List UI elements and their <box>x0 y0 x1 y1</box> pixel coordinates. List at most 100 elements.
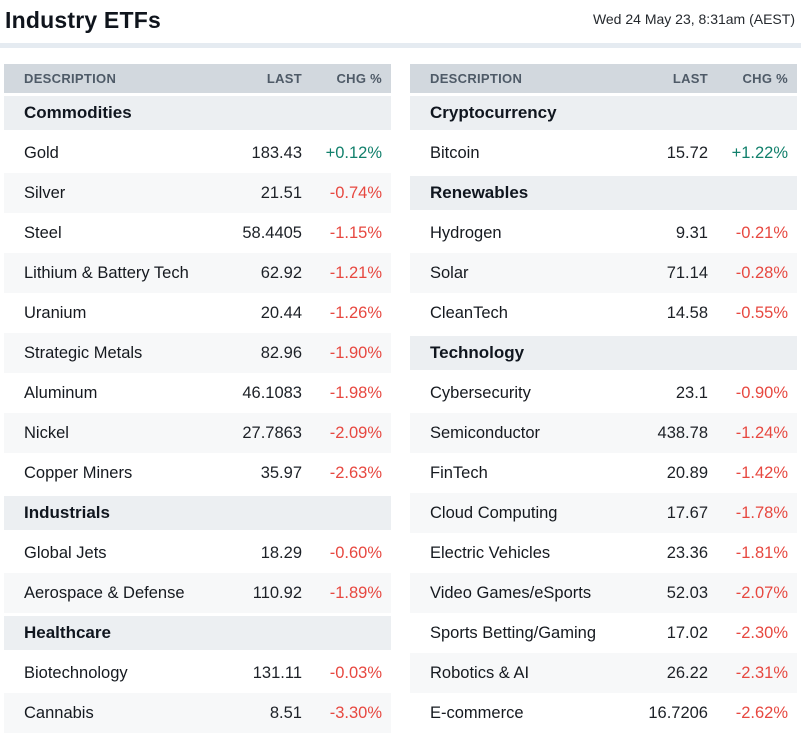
etf-chg: -1.24% <box>735 423 788 442</box>
etf-chg: -2.62% <box>735 703 788 722</box>
etf-row[interactable]: Global Jets 18.29 -0.60% <box>4 533 391 573</box>
etf-chg: -0.90% <box>735 383 788 402</box>
section-header-renewables: Renewables <box>410 173 797 213</box>
section-header-industrials: Industrials <box>4 493 391 533</box>
etf-chg: -2.07% <box>735 583 788 602</box>
etf-row[interactable]: Video Games/eSports 52.03 -2.07% <box>410 573 797 613</box>
section-header-technology: Technology <box>410 333 797 373</box>
etf-row[interactable]: Hydrogen 9.31 -0.21% <box>410 213 797 253</box>
etf-row[interactable]: Bitcoin 15.72 +1.22% <box>410 133 797 173</box>
etf-chg: -1.15% <box>329 223 382 242</box>
etf-row[interactable]: Steel 58.4405 -1.15% <box>4 213 391 253</box>
etf-description: Global Jets <box>24 543 107 562</box>
etf-description: Biotechnology <box>24 663 128 682</box>
etf-table-right: DESCRIPTION LAST CHG % Cryptocurrency Bit… <box>410 64 797 733</box>
etf-chg: -0.28% <box>735 263 788 282</box>
column-header-last: LAST <box>672 71 708 86</box>
etf-description: Uranium <box>24 303 87 322</box>
section-header-cryptocurrency: Cryptocurrency <box>410 93 797 133</box>
section-header-healthcare: Healthcare <box>4 613 391 653</box>
etf-description: Silver <box>24 183 66 202</box>
etf-last: 46.1083 <box>242 383 302 402</box>
column-header-description: DESCRIPTION <box>24 71 117 86</box>
etf-chg: -1.26% <box>329 303 382 322</box>
etf-row[interactable]: Nickel 27.7863 -2.09% <box>4 413 391 453</box>
etf-chg: -2.63% <box>329 463 382 482</box>
etf-row[interactable]: Aluminum 46.1083 -1.98% <box>4 373 391 413</box>
etf-chg: -1.81% <box>735 543 788 562</box>
etf-description: Sports Betting/Gaming <box>430 623 596 642</box>
section-label: Healthcare <box>24 623 111 642</box>
section-label: Commodities <box>24 103 132 122</box>
etf-last: 131.11 <box>252 663 302 682</box>
etf-row[interactable]: Cannabis 8.51 -3.30% <box>4 693 391 733</box>
topbar: Industry ETFs Wed 24 May 23, 8:31am (AES… <box>0 0 801 34</box>
etf-description: Nickel <box>24 423 69 442</box>
etf-description: Strategic Metals <box>24 343 143 362</box>
etf-description: Video Games/eSports <box>430 583 592 602</box>
etf-description: Semiconductor <box>430 423 541 442</box>
etf-last: 15.72 <box>666 143 708 162</box>
section-label: Cryptocurrency <box>430 103 557 122</box>
etf-description: Solar <box>430 263 469 282</box>
etf-description: Cannabis <box>24 703 94 722</box>
etf-row[interactable]: Sports Betting/Gaming 17.02 -2.30% <box>410 613 797 653</box>
etf-description: CleanTech <box>430 303 508 322</box>
etf-row[interactable]: Solar 71.14 -0.28% <box>410 253 797 293</box>
etf-row[interactable]: FinTech 20.89 -1.42% <box>410 453 797 493</box>
etf-chg: -2.31% <box>735 663 788 682</box>
etf-description: Bitcoin <box>430 143 480 162</box>
etf-last: 62.92 <box>260 263 302 282</box>
section-label: Renewables <box>430 183 529 202</box>
etf-last: 23.1 <box>675 383 708 402</box>
etf-last: 9.31 <box>675 223 708 242</box>
etf-last: 438.78 <box>657 423 708 442</box>
etf-row[interactable]: Gold 183.43 +0.12% <box>4 133 391 173</box>
etf-last: 71.14 <box>666 263 708 282</box>
etf-row[interactable]: Cybersecurity 23.1 -0.90% <box>410 373 797 413</box>
etf-row[interactable]: Lithium & Battery Tech 62.92 -1.21% <box>4 253 391 293</box>
etf-description: FinTech <box>430 463 488 482</box>
etf-last: 14.58 <box>666 303 708 322</box>
title-divider <box>0 43 801 48</box>
etf-row[interactable]: Aerospace & Defense 110.92 -1.89% <box>4 573 391 613</box>
etf-row[interactable]: Electric Vehicles 23.36 -1.81% <box>410 533 797 573</box>
etf-last: 183.43 <box>251 143 302 162</box>
timestamp: Wed 24 May 23, 8:31am (AEST) <box>592 11 795 27</box>
etf-description: Electric Vehicles <box>430 543 551 562</box>
etf-row[interactable]: Robotics & AI 26.22 -2.31% <box>410 653 797 693</box>
etf-chg: -1.78% <box>735 503 788 522</box>
etf-last: 23.36 <box>666 543 708 562</box>
table-body: Cryptocurrency Bitcoin 15.72 +1.22% Renewabl… <box>410 93 797 733</box>
section-label: Industrials <box>24 503 110 522</box>
etf-description: Aerospace & Defense <box>24 583 185 602</box>
etf-description: Hydrogen <box>430 223 502 242</box>
etf-row[interactable]: Uranium 20.44 -1.26% <box>4 293 391 333</box>
etf-row[interactable]: Silver 21.51 -0.74% <box>4 173 391 213</box>
page-title: Industry ETFs <box>5 7 161 33</box>
etf-chg: -3.30% <box>329 703 382 722</box>
etf-row[interactable]: E-commerce 16.7206 -2.62% <box>410 693 797 733</box>
etf-description: Robotics & AI <box>430 663 530 682</box>
etf-row[interactable]: CleanTech 14.58 -0.55% <box>410 293 797 333</box>
etf-last: 110.92 <box>252 583 302 602</box>
etf-description: Steel <box>24 223 62 242</box>
etf-description: Cloud Computing <box>430 503 558 522</box>
etf-chg: -0.55% <box>735 303 788 322</box>
column-header-chg: CHG % <box>336 71 382 86</box>
etf-row[interactable]: Strategic Metals 82.96 -1.90% <box>4 333 391 373</box>
etf-chg: -1.89% <box>329 583 382 602</box>
etf-last: 52.03 <box>666 583 708 602</box>
etf-chg: +1.22% <box>731 143 788 162</box>
table-body: Commodities Gold 183.43 +0.12% Silver 21.51 -0… <box>4 93 391 733</box>
column-header-chg: CHG % <box>742 71 788 86</box>
etf-last: 20.44 <box>260 303 302 322</box>
etf-row[interactable]: Copper Miners 35.97 -2.63% <box>4 453 391 493</box>
column-header-last: LAST <box>266 71 302 86</box>
etf-chg: -1.42% <box>735 463 788 482</box>
etf-row[interactable]: Cloud Computing 17.67 -1.78% <box>410 493 797 533</box>
etf-row[interactable]: Semiconductor 438.78 -1.24% <box>410 413 797 453</box>
etf-row[interactable]: Biotechnology 131.11 -0.03% <box>4 653 391 693</box>
etf-last: 21.51 <box>260 183 302 202</box>
etf-last: 16.7206 <box>648 703 708 722</box>
